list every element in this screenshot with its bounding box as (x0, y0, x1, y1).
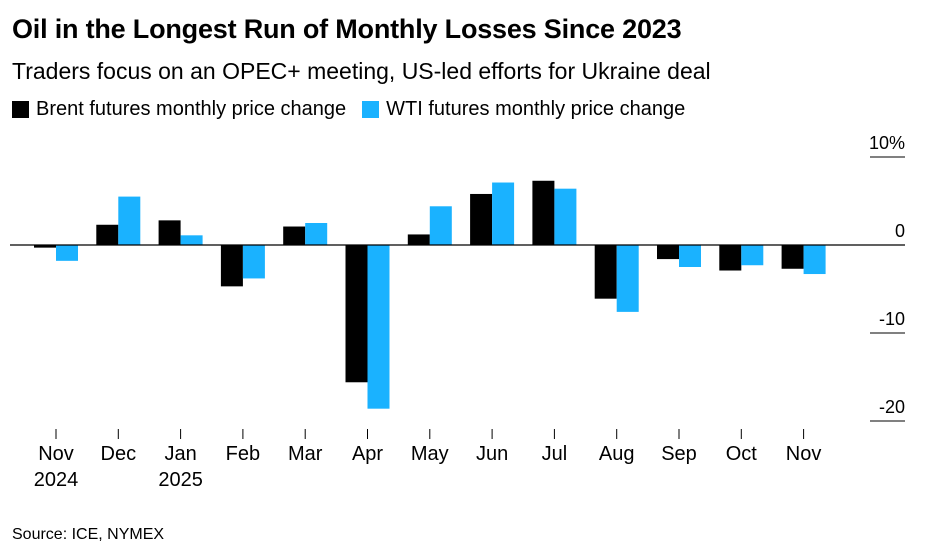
chart-subtitle: Traders focus on an OPEC+ meeting, US-le… (12, 58, 711, 84)
x-tick-label: Jun (476, 443, 508, 465)
y-tick-label: -20 (879, 397, 905, 417)
legend-item-brent: Brent futures monthly price change (12, 98, 346, 121)
x-tick-label: Nov (786, 443, 822, 465)
bar-brent (220, 245, 243, 287)
y-tick-label: -10 (879, 309, 905, 329)
legend-swatch-wti (362, 101, 380, 118)
bar-brent (96, 224, 119, 245)
x-tick-label: Apr (352, 443, 383, 465)
x-tick-label: Oct (726, 443, 758, 465)
bar-wti (616, 245, 639, 312)
bar-wti (180, 235, 203, 245)
bar-wti (305, 223, 328, 245)
bar-brent (283, 226, 306, 245)
bar-wti (367, 245, 390, 409)
bar-wti (242, 245, 265, 279)
bar-wti (429, 206, 452, 245)
bar-brent (158, 220, 181, 245)
x-tick-label: 2024 (34, 469, 79, 491)
x-tick-label: Mar (288, 443, 323, 465)
legend: Brent futures monthly price change WTI f… (12, 98, 701, 121)
source-note: Source: ICE, NYMEX (12, 526, 165, 543)
x-tick-label: 2025 (158, 469, 203, 491)
y-tick-label: 10% (869, 133, 905, 153)
bar-brent (719, 245, 742, 271)
bar-brent (594, 245, 617, 299)
x-tick-label: Nov (38, 443, 74, 465)
bar-wti (492, 182, 515, 245)
bar-wti (679, 245, 701, 267)
bar-brent (34, 245, 56, 248)
bar-wti (554, 188, 577, 245)
bar-brent (407, 234, 430, 245)
bar-wti (741, 245, 764, 266)
bar-brent (657, 245, 679, 260)
bar-wti (118, 196, 141, 245)
bar-brent (345, 245, 368, 383)
bar-wti (56, 245, 78, 261)
bar-wti (803, 245, 826, 275)
legend-label-brent: Brent futures monthly price change (36, 98, 347, 120)
x-tick-label: Aug (599, 443, 635, 465)
x-tick-label: Jul (542, 443, 568, 465)
x-tick-label: May (411, 443, 449, 465)
legend-swatch-brent (12, 101, 29, 118)
x-tick-label: Jan (164, 443, 196, 465)
bar-brent (532, 180, 555, 245)
x-tick-label: Feb (226, 443, 260, 465)
legend-label-wti: WTI futures monthly price change (386, 98, 686, 120)
x-tick-label: Dec (101, 443, 137, 465)
bar-brent (781, 245, 804, 269)
bar-brent (470, 193, 493, 245)
chart-title: Oil in the Longest Run of Monthly Losses… (12, 14, 682, 44)
y-tick-label: 0 (895, 221, 905, 241)
x-tick-label: Sep (661, 443, 697, 465)
legend-item-wti: WTI futures monthly price change (362, 98, 685, 121)
